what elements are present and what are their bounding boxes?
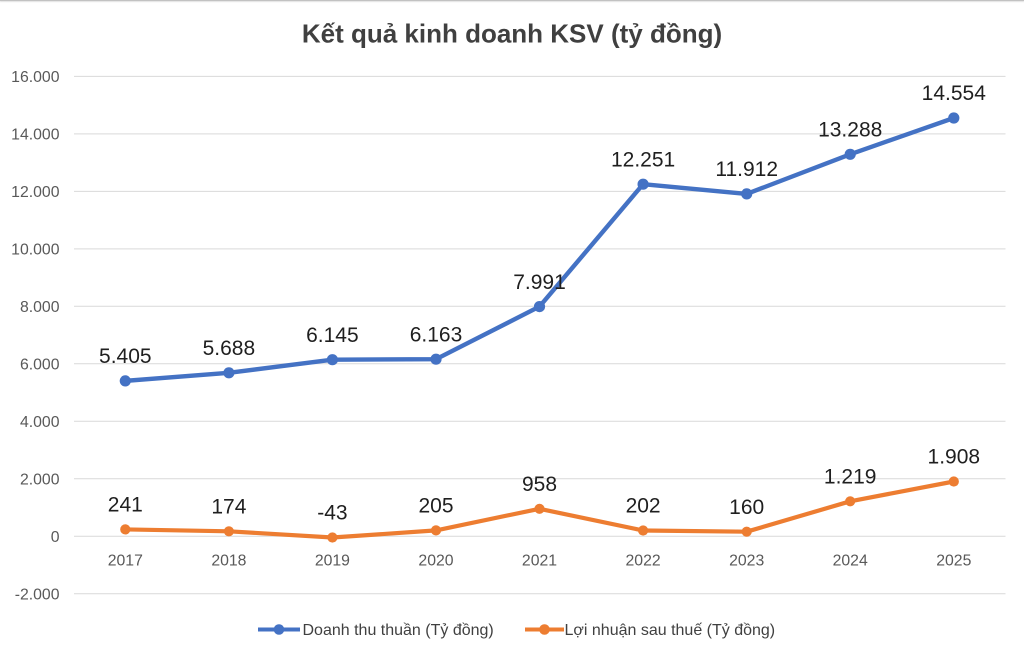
svg-text:14.000: 14.000 bbox=[11, 127, 60, 144]
svg-text:Kết quả kinh doanh KSV (tỷ đồn: Kết quả kinh doanh KSV (tỷ đồng) bbox=[302, 19, 722, 49]
svg-text:14.554: 14.554 bbox=[922, 82, 987, 105]
svg-text:5.405: 5.405 bbox=[99, 345, 152, 368]
svg-text:160: 160 bbox=[729, 496, 764, 519]
svg-text:6.163: 6.163 bbox=[410, 323, 463, 346]
svg-text:6.000: 6.000 bbox=[20, 357, 60, 374]
svg-text:-43: -43 bbox=[317, 502, 347, 525]
svg-text:8.000: 8.000 bbox=[20, 299, 60, 316]
svg-text:Doanh thu thuần (Tỷ đồng): Doanh thu thuần (Tỷ đồng) bbox=[303, 622, 494, 639]
svg-text:2023: 2023 bbox=[729, 552, 764, 569]
svg-text:2021: 2021 bbox=[522, 552, 557, 569]
svg-text:11.912: 11.912 bbox=[715, 158, 778, 181]
svg-text:174: 174 bbox=[211, 496, 246, 519]
svg-text:4.000: 4.000 bbox=[20, 414, 60, 431]
svg-text:2025: 2025 bbox=[936, 552, 971, 569]
svg-text:2017: 2017 bbox=[108, 552, 143, 569]
svg-text:1.219: 1.219 bbox=[824, 466, 877, 489]
svg-text:2.000: 2.000 bbox=[20, 472, 60, 489]
svg-text:Lợi nhuận sau thuế (Tỷ đồng): Lợi nhuận sau thuế (Tỷ đồng) bbox=[565, 622, 776, 639]
svg-text:2019: 2019 bbox=[315, 552, 350, 569]
svg-text:12.251: 12.251 bbox=[611, 148, 675, 171]
svg-text:5.688: 5.688 bbox=[203, 337, 256, 360]
svg-text:16.000: 16.000 bbox=[11, 69, 60, 86]
svg-text:7.991: 7.991 bbox=[513, 271, 566, 294]
svg-text:241: 241 bbox=[108, 494, 143, 517]
svg-text:12.000: 12.000 bbox=[11, 184, 60, 201]
svg-text:958: 958 bbox=[522, 473, 557, 496]
svg-text:2022: 2022 bbox=[626, 552, 661, 569]
svg-text:205: 205 bbox=[418, 495, 453, 518]
svg-text:1.908: 1.908 bbox=[928, 446, 981, 469]
svg-text:-2.000: -2.000 bbox=[15, 587, 60, 604]
svg-text:0: 0 bbox=[51, 529, 60, 546]
svg-text:202: 202 bbox=[626, 495, 661, 518]
svg-text:2020: 2020 bbox=[418, 552, 453, 569]
svg-text:10.000: 10.000 bbox=[11, 242, 60, 259]
svg-text:2024: 2024 bbox=[833, 552, 868, 569]
svg-text:6.145: 6.145 bbox=[306, 324, 359, 347]
svg-text:13.288: 13.288 bbox=[818, 119, 882, 142]
svg-text:2018: 2018 bbox=[211, 552, 246, 569]
